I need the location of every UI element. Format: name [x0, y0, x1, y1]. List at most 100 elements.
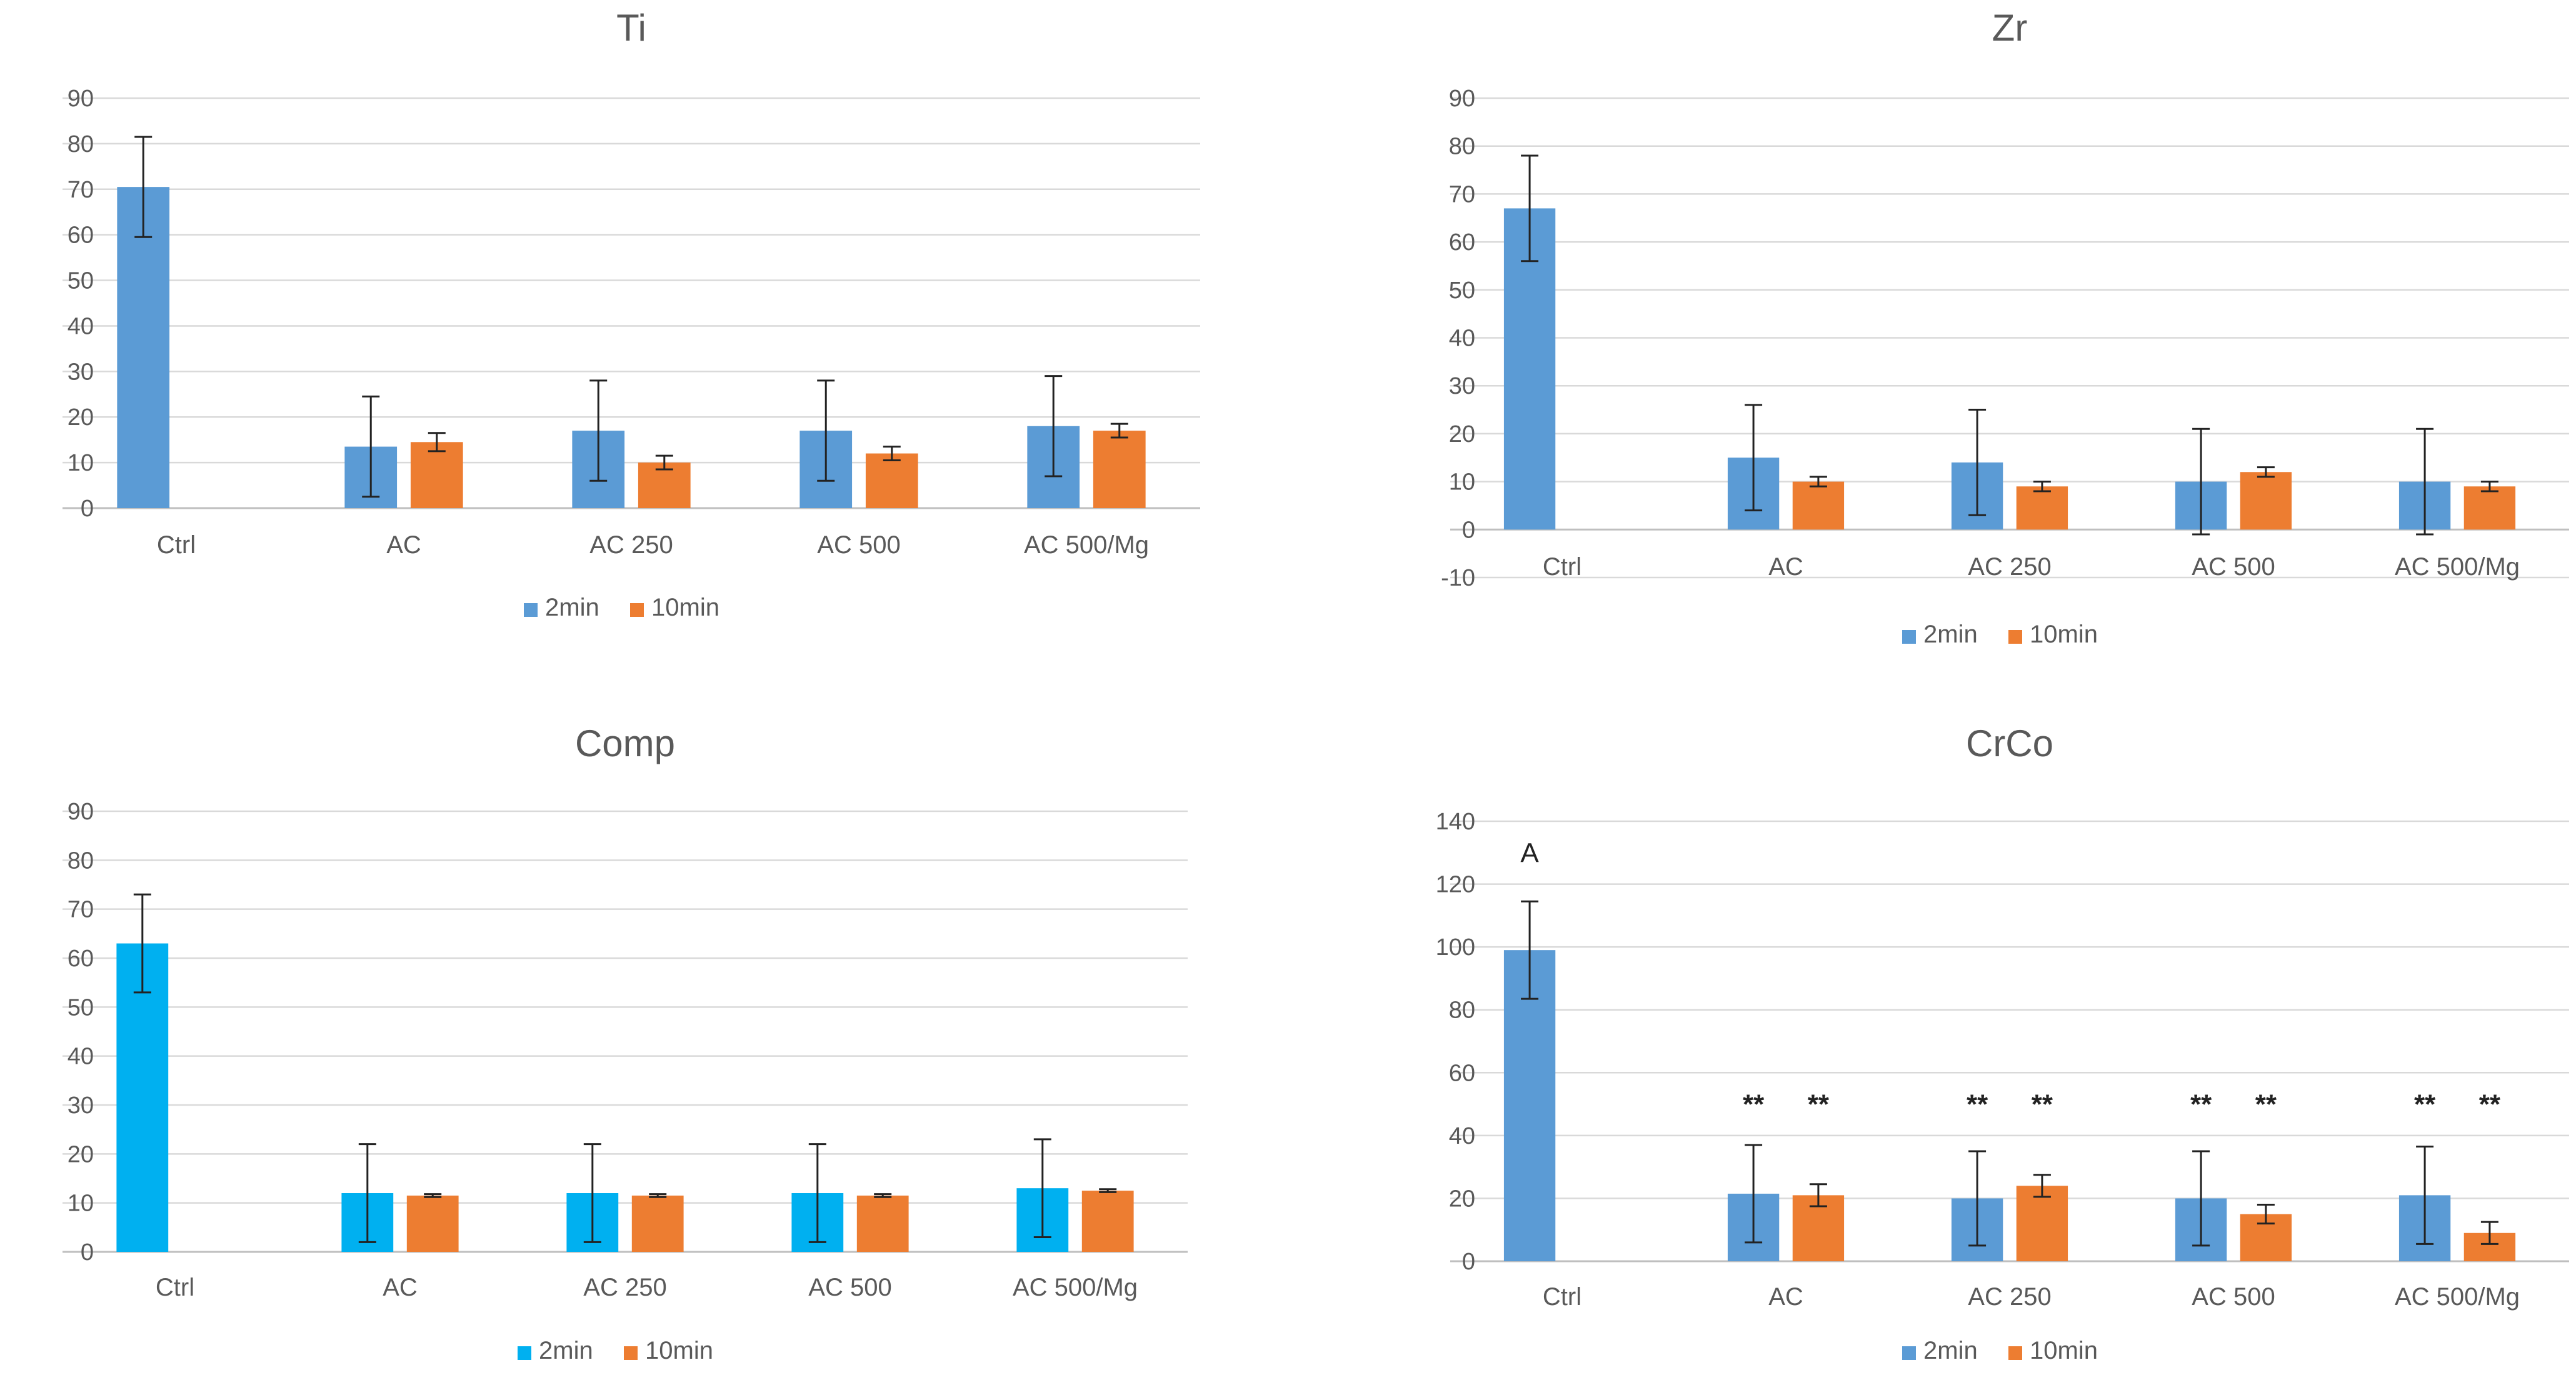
error-bar: [589, 379, 608, 482]
legend-label-10min: 10min: [645, 1337, 713, 1364]
y-tick-label: 20: [68, 1141, 94, 1168]
bar-2min-ctrl: [117, 187, 170, 509]
chart-title: CrCo: [1966, 722, 2053, 764]
y-tick-label: 30: [68, 1092, 94, 1119]
significance-annotation: **: [1967, 1089, 1988, 1120]
y-tick-label: 40: [68, 1044, 94, 1070]
legend-label-10min: 10min: [2030, 1337, 2098, 1364]
y-tick-label: 140: [1436, 809, 1475, 835]
significance-annotation: **: [2032, 1089, 2053, 1120]
y-tick-label: 90: [68, 86, 94, 112]
legend-label-10min: 10min: [651, 594, 719, 621]
y-tick-label: 80: [68, 131, 94, 158]
error-bar: [649, 1193, 667, 1198]
x-category-label: AC: [383, 1274, 418, 1301]
y-tick-label: 80: [1449, 134, 1475, 160]
legend-swatch-10min: [630, 603, 644, 617]
x-category-label: AC 500/Mg: [1024, 531, 1149, 559]
error-bar: [808, 1143, 826, 1243]
error-bar: [1099, 1188, 1117, 1193]
y-tick-label: 50: [68, 994, 94, 1021]
bar-10min-ac-500: [865, 453, 918, 508]
bar-2min-ctrl: [116, 943, 169, 1252]
chart-crco: CrCo 0 20 40 60 80 100 120 140 Ctrl AC AC 250 AC 500…: [1436, 722, 2569, 1364]
error-bar: [1033, 1138, 1051, 1238]
error-bar: [2480, 1221, 2498, 1245]
legend-label-2min: 2min: [539, 1337, 593, 1364]
y-tick-label: 40: [1449, 326, 1475, 352]
x-category-label: Ctrl: [157, 531, 196, 559]
legend-swatch-2min: [518, 1346, 531, 1360]
bar-2min-ctrl: [1503, 950, 1556, 1261]
y-tick-label: 100: [1436, 934, 1475, 961]
error-bar: [1045, 375, 1063, 478]
legend-label-10min: 10min: [2030, 621, 2098, 648]
legend-swatch-2min: [1902, 1346, 1916, 1360]
bar-10min-ac: [1792, 481, 1845, 530]
y-tick-label: 90: [1449, 86, 1475, 112]
significance-annotation: A: [1520, 838, 1539, 868]
x-category-label: Ctrl: [1543, 553, 1581, 581]
error-bar: [874, 1193, 892, 1198]
error-bar: [883, 446, 901, 461]
error-bar: [1745, 404, 1763, 512]
chart-title: Comp: [575, 722, 675, 764]
bar-10min-ac-250: [2016, 1186, 2068, 1261]
y-tick-label: 30: [68, 359, 94, 385]
error-bar: [2033, 1174, 2051, 1198]
bar-10min-ac: [406, 1195, 459, 1252]
y-tick-label: 60: [68, 222, 94, 249]
chart-zr: Zr -10 0 10 20 30 40 50 60 70 80 90 Ctrl AC AC 250 AC 5…: [1441, 7, 2569, 648]
legend-swatch-2min: [524, 603, 538, 617]
chart-title: Ti: [616, 7, 646, 49]
legend-swatch-2min: [1902, 630, 1916, 644]
x-category-label: AC: [1768, 553, 1803, 581]
legend-swatch-10min: [2008, 630, 2022, 644]
y-tick-label: 0: [1462, 517, 1475, 543]
error-bar: [1110, 422, 1128, 439]
x-category-label: AC 500/Mg: [1013, 1274, 1138, 1301]
error-bar: [134, 136, 153, 238]
bar-10min-ac-500-mg: [1081, 1191, 1134, 1252]
y-tick-label: 60: [1449, 229, 1475, 256]
x-category-label: AC 500/Mg: [2395, 553, 2520, 581]
error-bar: [2480, 481, 2498, 492]
error-bar: [1521, 154, 1539, 262]
y-tick-label: 50: [68, 268, 94, 294]
significance-annotation: **: [1743, 1089, 1765, 1120]
y-tick-label: 70: [68, 177, 94, 203]
error-bar: [424, 1193, 442, 1198]
error-bar: [2416, 428, 2434, 536]
bar-10min-ac-250: [2016, 486, 2068, 530]
bar-10min-ac-500: [2240, 472, 2292, 530]
error-bar: [1968, 409, 1987, 516]
y-tick-label: 0: [1462, 1249, 1475, 1275]
x-category-label: AC 500/Mg: [2395, 1283, 2520, 1311]
error-bar: [2257, 466, 2275, 478]
y-tick-label: 20: [1449, 1186, 1475, 1212]
significance-annotation: **: [1808, 1089, 1830, 1120]
x-category-label: AC 250: [589, 531, 673, 559]
error-bar: [2033, 481, 2051, 492]
x-category-label: AC 500: [2192, 1283, 2275, 1311]
error-bar: [362, 395, 380, 498]
y-tick-label: 60: [68, 946, 94, 972]
x-category-label: AC 500: [808, 1274, 891, 1301]
chart-comp: Comp 0 10 20 30 40 50 60 70 80 90 Ctrl AC AC 250 AC 50…: [63, 722, 1188, 1364]
legend-swatch-10min: [624, 1346, 638, 1360]
chart-title: Zr: [1992, 7, 2028, 49]
y-tick-label: 0: [81, 496, 94, 522]
error-bar: [358, 1143, 376, 1243]
x-category-label: AC 500: [817, 531, 900, 559]
legend-swatch-10min: [2008, 1346, 2022, 1360]
error-bar: [2192, 1150, 2210, 1247]
error-bar: [428, 432, 446, 452]
legend-label-2min: 2min: [1923, 1337, 1978, 1364]
error-bar: [1745, 1144, 1763, 1244]
x-category-label: AC 250: [1968, 553, 2051, 581]
y-tick-label: 60: [1449, 1060, 1475, 1086]
y-tick-label: 10: [68, 1191, 94, 1217]
y-tick-label: 10: [1449, 469, 1475, 496]
x-category-label: AC: [1768, 1283, 1803, 1311]
